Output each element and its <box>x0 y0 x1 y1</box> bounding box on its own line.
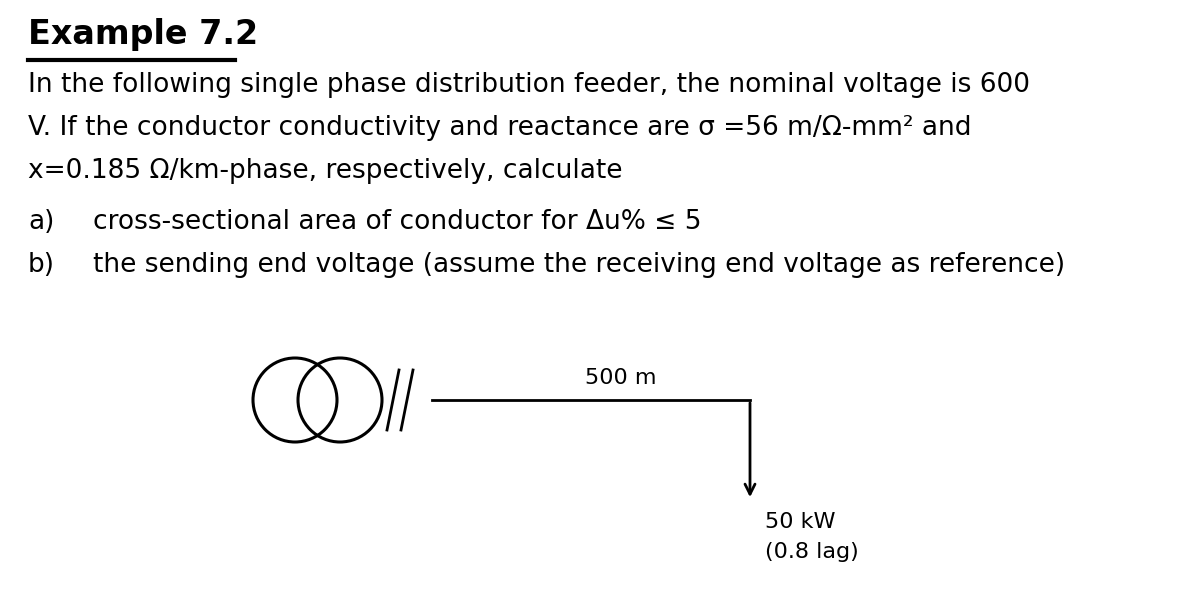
Text: In the following single phase distribution feeder, the nominal voltage is 600: In the following single phase distributi… <box>28 72 1030 98</box>
Text: a): a) <box>28 209 54 235</box>
Text: V. If the conductor conductivity and reactance are σ =56 m/Ω-mm² and: V. If the conductor conductivity and rea… <box>28 115 972 141</box>
Text: 500 m: 500 m <box>586 368 656 388</box>
Text: (0.8 lag): (0.8 lag) <box>766 542 859 562</box>
Text: Example 7.2: Example 7.2 <box>28 18 258 51</box>
Text: the sending end voltage (assume the receiving end voltage as reference): the sending end voltage (assume the rece… <box>94 252 1066 278</box>
Text: b): b) <box>28 252 55 278</box>
Text: x=0.185 Ω/km-phase, respectively, calculate: x=0.185 Ω/km-phase, respectively, calcul… <box>28 158 623 184</box>
Text: cross-sectional area of conductor for Δu% ≤ 5: cross-sectional area of conductor for Δu… <box>94 209 702 235</box>
Text: 50 kW: 50 kW <box>766 512 835 532</box>
